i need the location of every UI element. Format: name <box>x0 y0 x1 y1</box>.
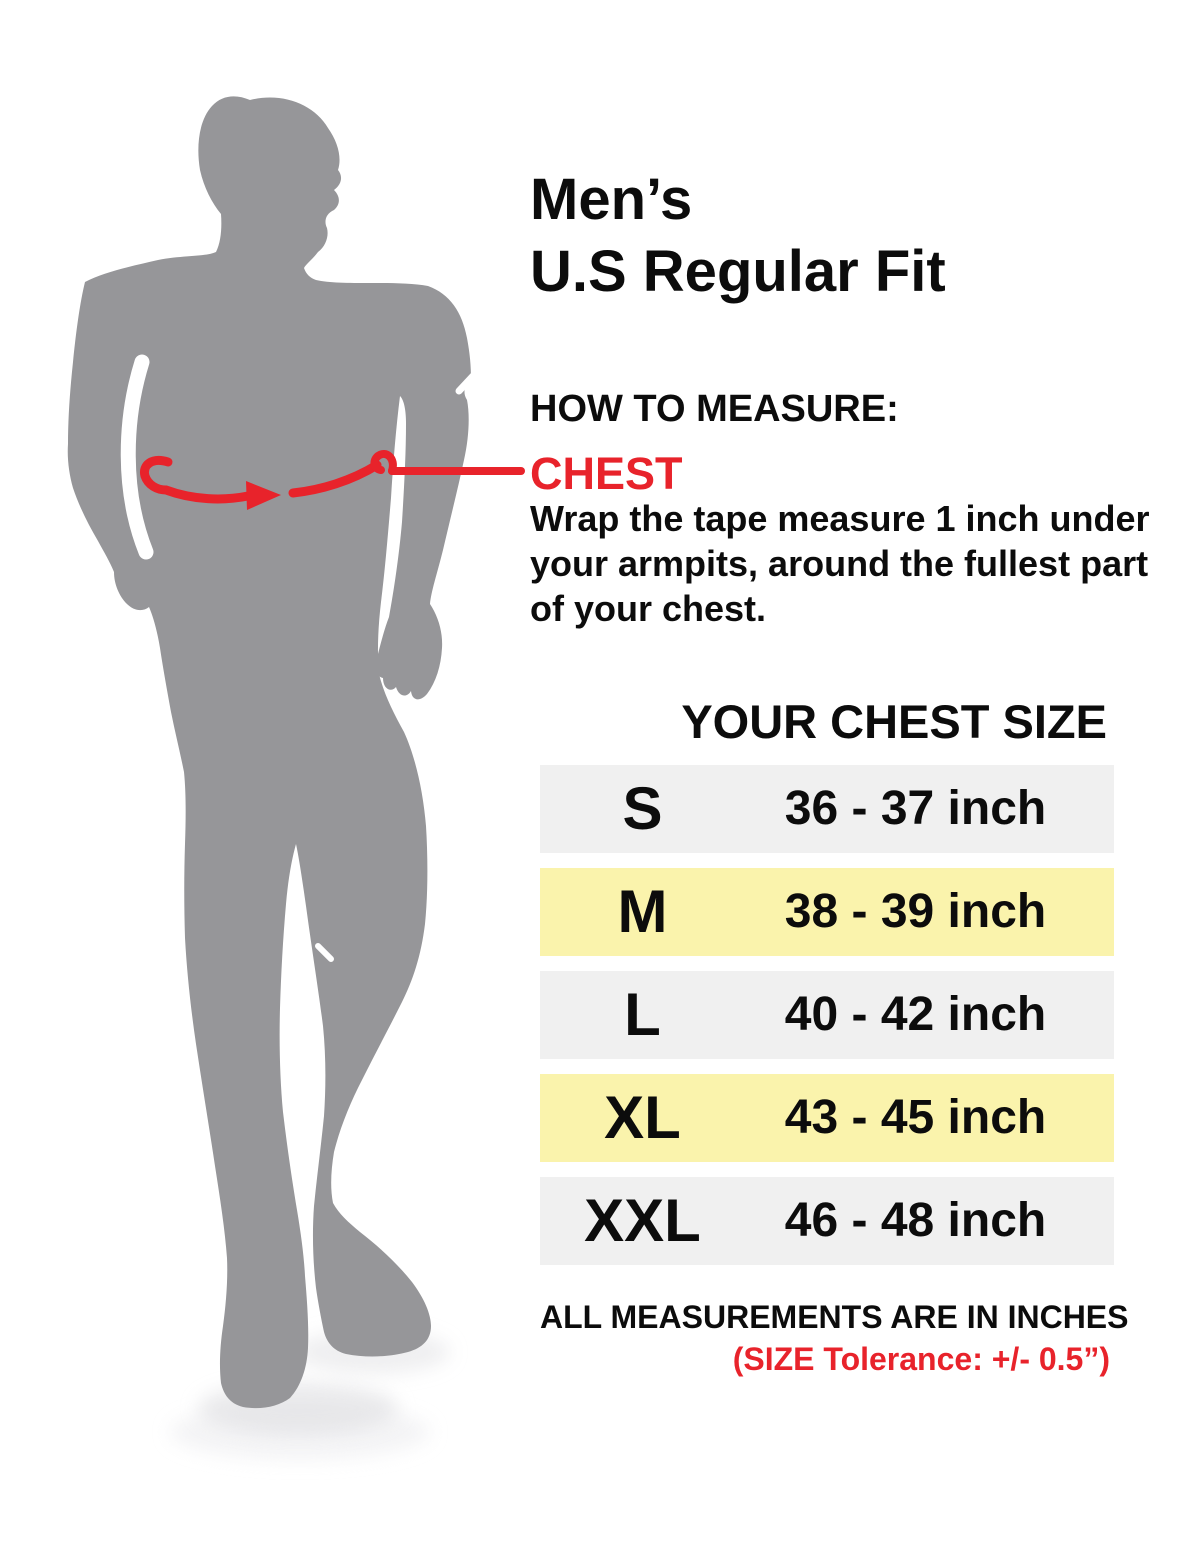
size-row: L 40 - 42 inch <box>540 971 1114 1059</box>
size-range: 38 - 39 inch <box>784 885 1047 938</box>
size-label: XXL <box>584 1187 701 1254</box>
instruction-line: of your chest. <box>530 588 767 629</box>
how-to-measure-heading: HOW TO MEASURE: <box>530 388 899 430</box>
size-label: S <box>622 775 663 842</box>
size-row: XL 43 - 45 inch <box>540 1074 1114 1162</box>
measure-instructions: Wrap the tape measure 1 inch under your … <box>530 496 1150 631</box>
size-range: 46 - 48 inch <box>784 1194 1047 1247</box>
man-silhouette-icon <box>67 96 471 1409</box>
page-title: Men’s U.S Regular Fit <box>530 164 946 308</box>
size-range: 36 - 37 inch <box>784 782 1047 835</box>
size-tolerance-note: (SIZE Tolerance: +/- 0.5”) <box>732 1341 1110 1377</box>
size-label: XL <box>604 1084 681 1151</box>
tape-arrowhead <box>246 481 281 510</box>
size-label: M <box>617 878 668 945</box>
size-range: 43 - 45 inch <box>784 1091 1047 1144</box>
chest-label: CHEST <box>530 448 683 499</box>
size-range: 40 - 42 inch <box>784 988 1047 1041</box>
measurements-note: ALL MEASUREMENTS ARE IN INCHES <box>540 1299 1129 1335</box>
title-line-1: Men’s <box>530 167 693 232</box>
silhouette-creases <box>120 354 477 962</box>
size-row: XXL 46 - 48 inch <box>540 1177 1114 1265</box>
footnote: ALL MEASUREMENTS ARE IN INCHES (SIZE Tol… <box>540 1296 1129 1380</box>
chest-tape-measure-arrow-icon <box>140 450 525 510</box>
title-line-2: U.S Regular Fit <box>530 239 946 304</box>
size-row: S 36 - 37 inch <box>540 765 1114 853</box>
instruction-line: Wrap the tape measure 1 inch under <box>530 498 1150 539</box>
size-table-header: YOUR CHEST SIZE <box>681 695 1107 748</box>
size-row: M 38 - 39 inch <box>540 868 1114 956</box>
size-table: S 36 - 37 inch M 38 - 39 inch L 40 - 42 inch X… <box>540 765 1114 1280</box>
size-label: L <box>624 981 661 1048</box>
instruction-line: your armpits, around the fullest part <box>530 543 1149 584</box>
